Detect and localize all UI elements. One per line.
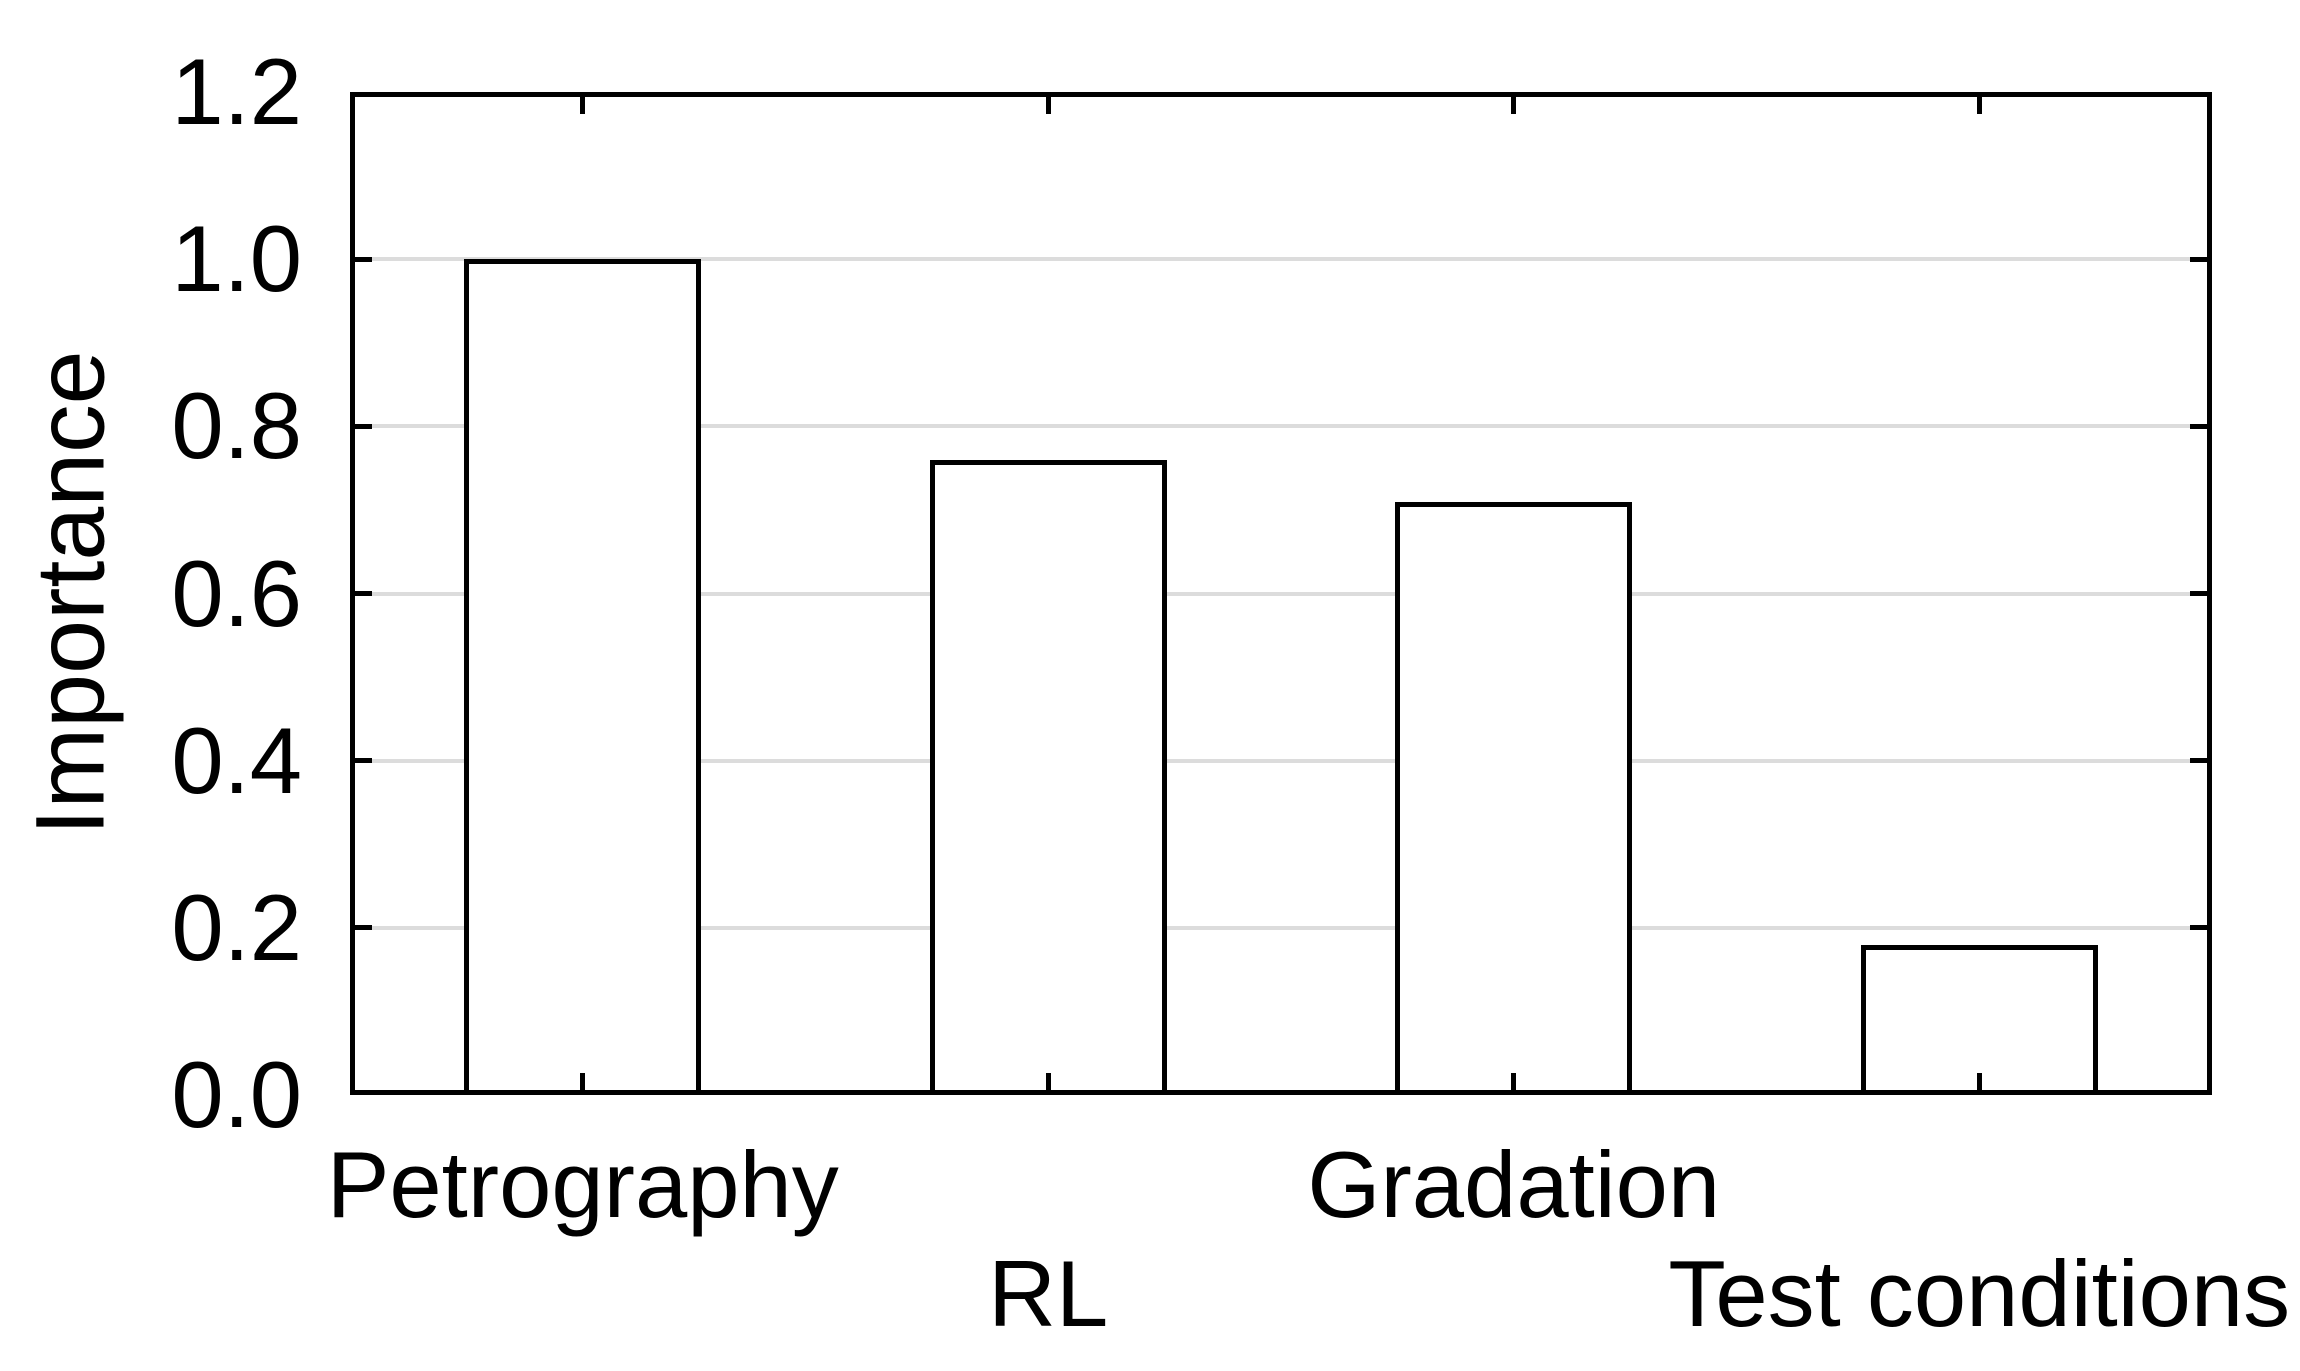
- bar-gradation: [1395, 501, 1633, 1095]
- y-tick-label-0.4: 0.4: [171, 707, 302, 813]
- y-tick-left-0.2: [350, 925, 372, 931]
- y-tick-left-0.8: [350, 423, 372, 429]
- y-tick-right-0.4: [2190, 758, 2212, 764]
- y-tick-right-0.6: [2190, 591, 2212, 596]
- x-tick-top-1: [1045, 92, 1051, 114]
- y-tick-right-0.2: [2190, 925, 2212, 931]
- y-tick-label-0.2: 0.2: [171, 874, 302, 980]
- x-category-label-gradation: Gradation: [1307, 1132, 1721, 1237]
- y-tick-left-1: [350, 256, 372, 262]
- y-tick-label-1.0: 1.0: [171, 206, 302, 312]
- bar-rl: [929, 459, 1167, 1095]
- x-tick-top-0: [580, 92, 586, 114]
- gridline-y-1: [350, 257, 2212, 262]
- x-tick-bottom-3: [1976, 1073, 1982, 1095]
- y-tick-left-0.4: [350, 758, 372, 764]
- gridline-y-0.2: [350, 925, 2212, 930]
- x-tick-bottom-0: [580, 1073, 586, 1095]
- x-tick-bottom-2: [1511, 1073, 1517, 1095]
- x-category-label-petrography: Petrography: [326, 1132, 839, 1237]
- y-tick-right-1: [2190, 256, 2212, 262]
- x-tick-top-3: [1976, 92, 1982, 114]
- y-tick-label-0.8: 0.8: [171, 373, 302, 479]
- gridline-y-0.6: [350, 591, 2212, 596]
- y-tick-left-0.6: [350, 591, 372, 596]
- gridline-y-0.8: [350, 424, 2212, 429]
- bar-petrography: [464, 259, 702, 1095]
- bar-test-conditions: [1860, 944, 2098, 1095]
- x-category-label-test-conditions: Test conditions: [1668, 1241, 2291, 1346]
- y-tick-right-0.8: [2190, 423, 2212, 429]
- y-tick-label-1.2: 1.2: [171, 39, 302, 144]
- gridline-y-0.4: [350, 758, 2212, 763]
- x-tick-bottom-1: [1045, 1073, 1051, 1095]
- x-category-label-rl: RL: [988, 1241, 1109, 1346]
- y-tick-label-0.0: 0.0: [171, 1042, 302, 1147]
- x-tick-top-2: [1511, 92, 1517, 114]
- y-tick-label-0.6: 0.6: [171, 540, 302, 646]
